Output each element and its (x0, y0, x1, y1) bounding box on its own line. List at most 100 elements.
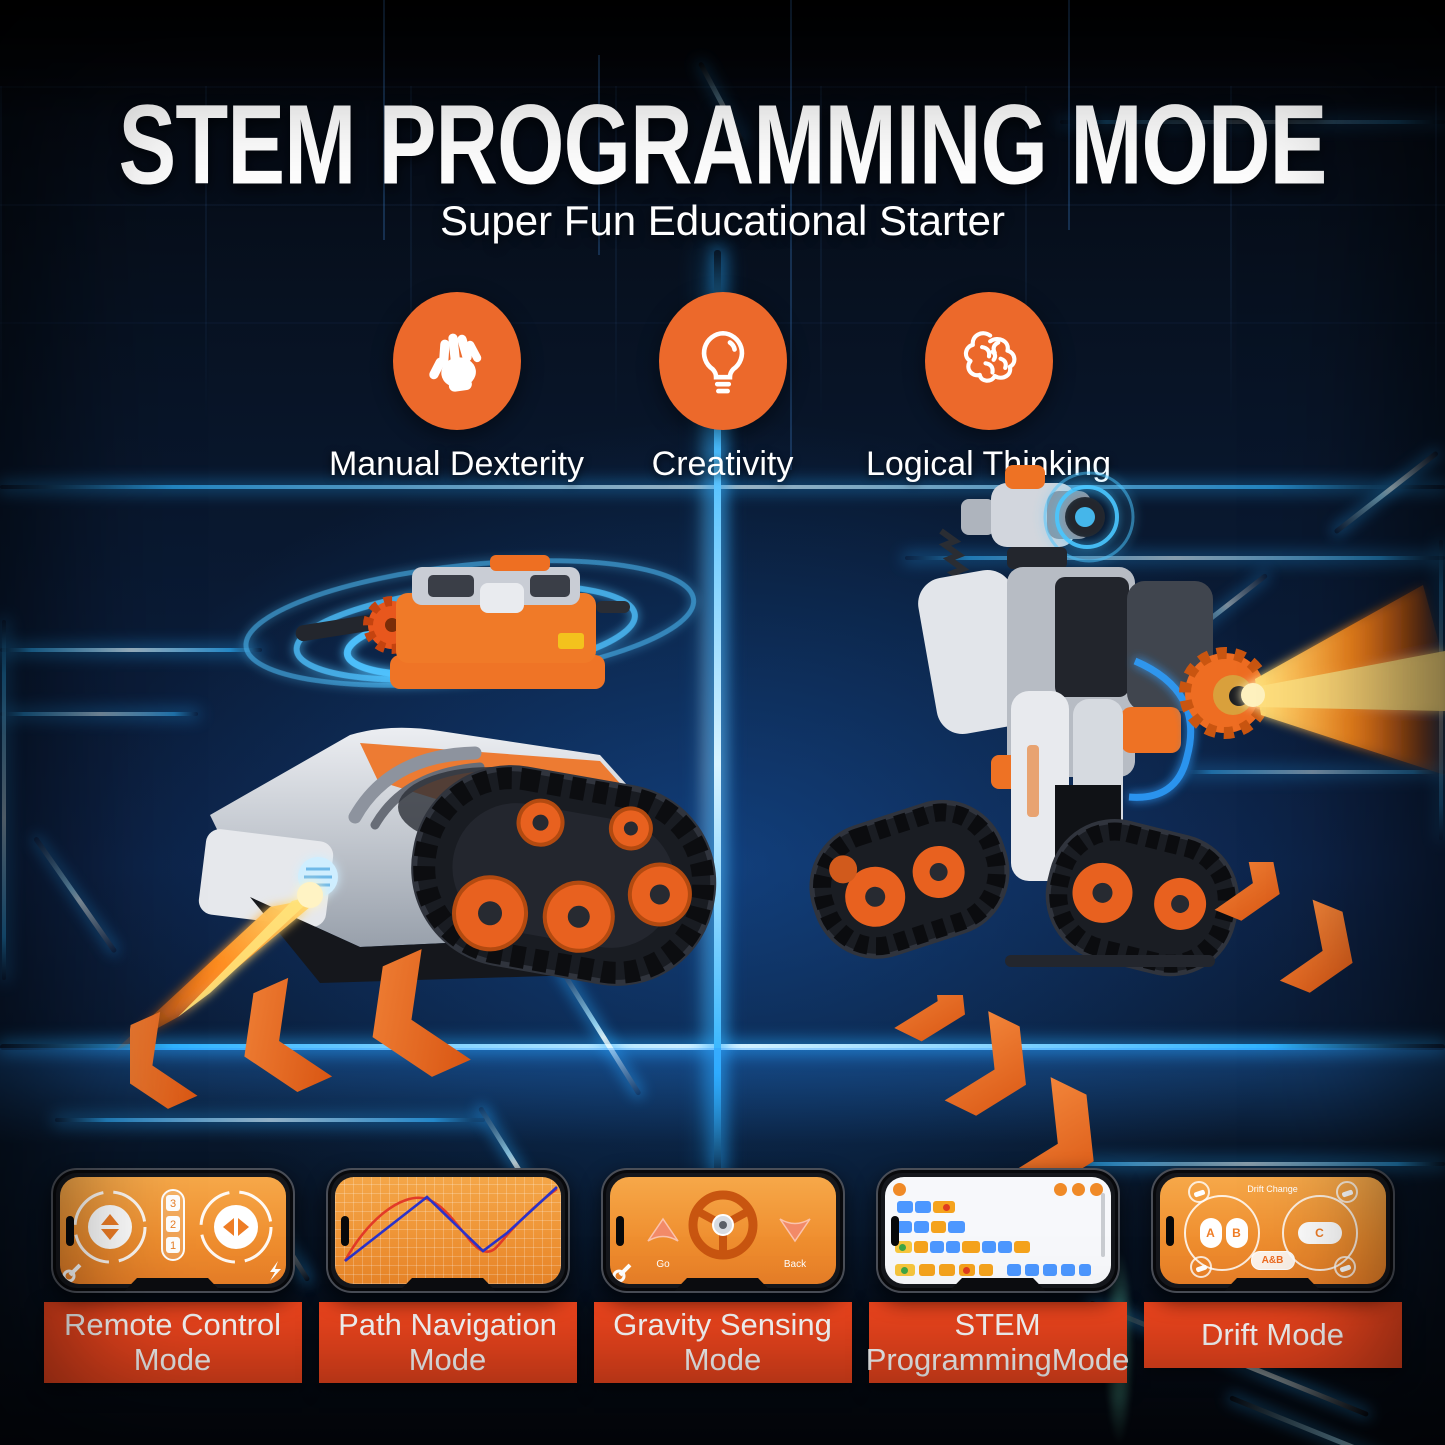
mode-label: STEM ProgrammingMode (866, 1302, 1129, 1384)
mode-stem-programming: STEM ProgrammingMode (866, 1168, 1129, 1384)
neon-dash (32, 836, 118, 954)
code-block (913, 1241, 928, 1253)
drift-c-dial (1281, 1195, 1358, 1271)
button-c: C (1297, 1222, 1342, 1244)
benefit-manual-dexterity: Manual Dexterity (328, 292, 585, 484)
page-title: STEM PROGRAMMING MODE (118, 81, 1327, 208)
benefits-row: Manual Dexterity Creativity (0, 292, 1445, 484)
flag-dot (898, 1243, 906, 1251)
camera-glow-rings (1043, 471, 1135, 563)
neon-line (1050, 1162, 1445, 1166)
wrench-icon (612, 1263, 631, 1283)
toolbar-icon (1089, 1183, 1103, 1196)
up-arrow-icon (646, 1217, 679, 1242)
drift-screen: Drift Change A B C A&B (1159, 1177, 1386, 1284)
benefit-label: Creativity (651, 445, 794, 483)
neon-dash (1229, 1395, 1445, 1445)
neon-line (2, 620, 6, 980)
floor-glow (0, 1048, 1445, 1144)
phone-notch (124, 1278, 221, 1291)
code-block (947, 1221, 965, 1233)
phone-camera (65, 1215, 74, 1246)
code-block (896, 1221, 912, 1233)
neon-line (905, 556, 1445, 560)
palette-block (1024, 1264, 1039, 1276)
palette-block (978, 1264, 993, 1276)
path-navigation-screen (334, 1177, 561, 1284)
page-subtitle: Super Fun Educational Starter (440, 197, 1005, 244)
code-block (981, 1241, 996, 1253)
code-block (997, 1241, 1012, 1253)
phone-camera (615, 1215, 624, 1246)
boost-flame-icon (115, 882, 323, 1050)
app-modes-row: 3 2 1 Remote Control Mode (0, 1168, 1445, 1384)
gear-3: 3 (169, 1198, 175, 1210)
flash-icon (269, 1261, 281, 1281)
path-curve-red (343, 1187, 558, 1262)
scrollbar (1100, 1193, 1105, 1257)
palette-block (1006, 1264, 1021, 1276)
lightbulb-icon (658, 292, 787, 430)
flag-dot (900, 1266, 908, 1274)
mode-remote-control: 3 2 1 Remote Control Mode (43, 1168, 302, 1384)
mode-label: Drift Mode (1143, 1302, 1402, 1368)
neon-line (0, 648, 262, 652)
drift-change-label: Drift Change (1247, 1184, 1298, 1194)
drift-car-icon (1335, 1181, 1358, 1203)
code-block (914, 1201, 931, 1213)
benefit-logical-thinking: Logical Thinking (863, 292, 1115, 484)
benefit-label: Manual Dexterity (328, 445, 585, 483)
neon-line (1180, 770, 1445, 774)
phone-stem-programming (875, 1168, 1120, 1293)
neon-floor-line (0, 1044, 1445, 1050)
mode-path-navigation: Path Navigation Mode (318, 1168, 577, 1384)
phone-notch (949, 1278, 1046, 1291)
steering-wheel-icon (688, 1190, 757, 1260)
phone-remote-control: 3 2 1 (50, 1168, 295, 1293)
tank-robot-illustration (115, 555, 717, 1050)
down-arrow-icon (778, 1218, 811, 1243)
mode-gravity-sensing: Go Back STEM ProgrammingMode Gravity Sen… (593, 1168, 852, 1384)
go-label: Go (656, 1259, 670, 1270)
button-a: A (1199, 1218, 1222, 1248)
mode-label: Remote Control Mode (43, 1302, 302, 1384)
toolbar-icon (1071, 1183, 1085, 1196)
drift-car-icon (1189, 1256, 1212, 1278)
phone-drift: Drift Change A B C A&B (1150, 1168, 1395, 1293)
stem-programming-screen (884, 1177, 1111, 1284)
neon-line (55, 1118, 485, 1122)
mode-label: Gravity Sensing Mode (593, 1302, 852, 1384)
code-block (929, 1241, 944, 1253)
code-block (1013, 1241, 1030, 1253)
ab-combo-badge: A&B (1250, 1251, 1295, 1270)
drift-car-icon (1333, 1256, 1356, 1278)
standing-robot-illustration (809, 465, 1445, 977)
button-b: B (1225, 1218, 1248, 1248)
neon-dash (1178, 572, 1269, 645)
phone-camera (1165, 1215, 1174, 1246)
benefit-creativity: Creativity (597, 292, 849, 484)
code-block (896, 1201, 913, 1213)
gear-1: 1 (169, 1240, 175, 1252)
back-circle-icon (892, 1183, 906, 1196)
mode-label: Path Navigation Mode (318, 1302, 577, 1384)
remote-control-screen: 3 2 1 (59, 1177, 286, 1284)
phone-notch (674, 1278, 771, 1291)
back-label: Back (783, 1259, 806, 1270)
mode-drift: Drift Change A B C A&B Drift Mode (1143, 1168, 1402, 1383)
hand-icon (392, 292, 521, 430)
palette-block (918, 1264, 935, 1276)
drift-car-icon (1187, 1181, 1210, 1203)
neon-dash (557, 966, 642, 1097)
palette-block (1060, 1264, 1075, 1276)
neon-line (0, 485, 1445, 489)
phone-notch (1224, 1278, 1321, 1291)
code-block (945, 1241, 960, 1253)
stop-dot (962, 1266, 970, 1274)
drift-ab-dial (1183, 1195, 1260, 1271)
phone-gravity-sensing: Go Back (600, 1168, 845, 1293)
firing-flame-icon (1241, 585, 1445, 775)
joystick-vertical-icon (73, 1190, 146, 1264)
phone-path-navigation (325, 1168, 570, 1293)
